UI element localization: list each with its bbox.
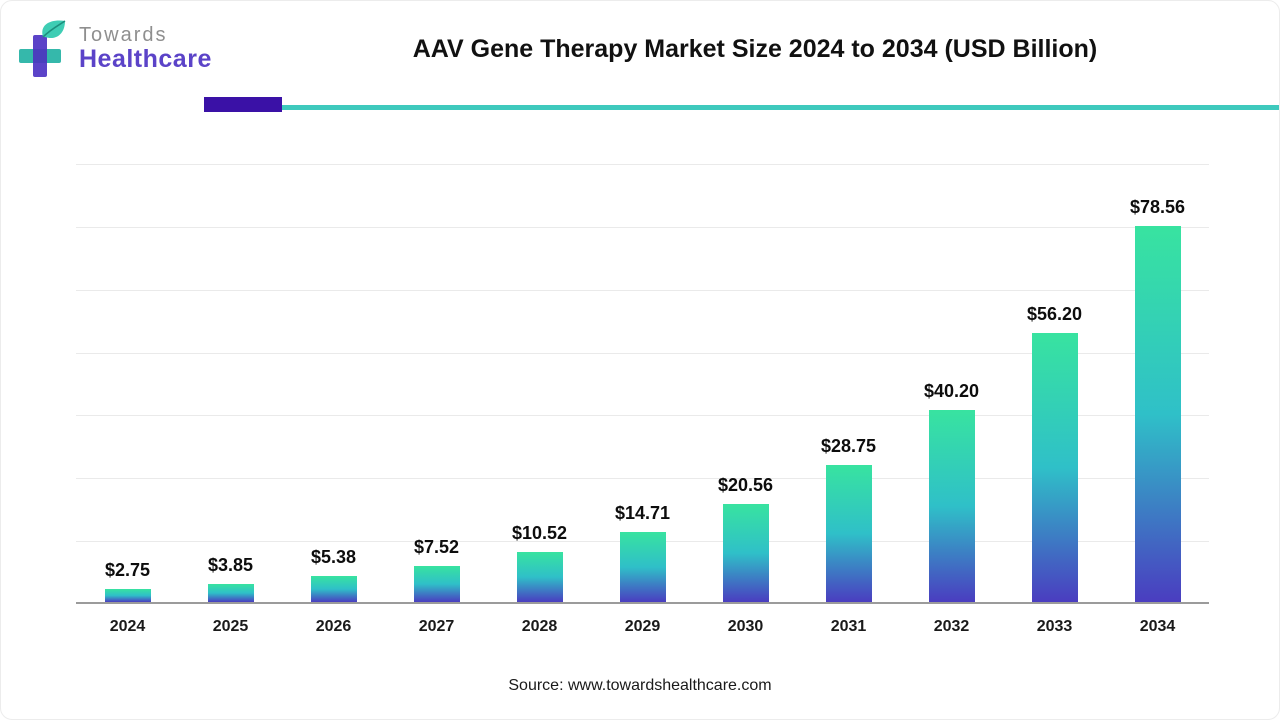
bar: [825, 464, 872, 602]
divider-teal-line: [282, 105, 1279, 110]
gridline: [76, 289, 1209, 291]
x-axis-label-2027: 2027: [418, 618, 455, 635]
bar: [207, 583, 254, 602]
bar-column-2030: $20.56: [694, 164, 797, 602]
gridline: [76, 478, 1209, 480]
bar-column-2025: $3.85: [179, 164, 282, 602]
bar: [104, 588, 151, 602]
bar-value-label: $78.56: [1129, 197, 1186, 218]
bar-value-label: $14.71: [614, 502, 671, 523]
x-axis-label-2031: 2031: [830, 618, 867, 635]
bar: [516, 551, 563, 602]
gridline: [76, 164, 1209, 165]
x-axis-label-2026: 2026: [315, 618, 352, 635]
x-axis-label-2025: 2025: [212, 618, 249, 635]
page-title: AAV Gene Therapy Market Size 2024 to 203…: [412, 34, 1098, 63]
brand-line2: Healthcare: [79, 45, 212, 74]
x-axis-label-2034: 2034: [1139, 618, 1176, 635]
source-note: Source: www.towardshealthcare.com: [508, 677, 772, 694]
gridline: [76, 226, 1209, 228]
x-axis-label-2029: 2029: [624, 618, 661, 635]
bar-value-label: $20.56: [717, 474, 774, 495]
header-divider: [204, 97, 1279, 112]
bar-value-label: $3.85: [207, 554, 254, 575]
x-axis-label-2024: 2024: [109, 618, 146, 635]
bar: [619, 531, 666, 602]
gridline: [76, 352, 1209, 354]
logo-cross-leaf-icon: [19, 20, 66, 77]
bar-chart: $2.75 $3.85 $5.38 $7.52 $10.52 $14.71 $20.56 $2…: [76, 164, 1209, 604]
bar: [310, 576, 357, 602]
bar-column-2031: $28.75: [797, 164, 900, 602]
bar-value-label: $2.75: [104, 559, 151, 580]
bar-value-label: $7.52: [413, 537, 460, 558]
bar-column-2026: $5.38: [282, 164, 385, 602]
bar: [722, 503, 769, 602]
bar-value-label: $28.75: [820, 435, 877, 456]
bar-value-label: $40.20: [923, 380, 980, 401]
bar-value-label: $5.38: [310, 547, 357, 568]
bar-column-2033: $56.20: [1003, 164, 1106, 602]
plot-area: $2.75 $3.85 $5.38 $7.52 $10.52 $14.71 $20.56 $2…: [76, 164, 1209, 604]
bar-column-2028: $10.52: [488, 164, 591, 602]
bar-column-2027: $7.52: [385, 164, 488, 602]
title-wrap: AAV Gene Therapy Market Size 2024 to 203…: [281, 35, 1259, 64]
bar-column-2034: $78.56: [1106, 164, 1209, 602]
brand-text: Towards Healthcare: [79, 24, 212, 74]
bar-column-2024: $2.75: [76, 164, 179, 602]
divider-purple-segment: [204, 97, 282, 112]
bar: [1031, 333, 1078, 602]
bar: [413, 566, 460, 602]
x-axis: 2024 2025 2026 2027 2028 2029 2030 2031 2032 2033…: [76, 618, 1209, 636]
x-axis-label-2033: 2033: [1036, 618, 1073, 635]
bar-column-2029: $14.71: [591, 164, 694, 602]
bar-value-label: $56.20: [1026, 304, 1083, 325]
header: Towards Healthcare AAV Gene Therapy Mark…: [1, 1, 1279, 97]
x-axis-label-2030: 2030: [727, 618, 764, 635]
bar: [1134, 226, 1181, 602]
bar-column-2032: $40.20: [900, 164, 1003, 602]
towards-healthcare-logo: Towards Healthcare: [13, 17, 281, 81]
brand-line1: Towards: [79, 24, 168, 47]
gridline: [76, 415, 1209, 417]
bar: [928, 409, 975, 602]
bar-value-label: $10.52: [511, 522, 568, 543]
x-axis-label-2032: 2032: [933, 618, 970, 635]
x-axis-label-2028: 2028: [521, 618, 558, 635]
